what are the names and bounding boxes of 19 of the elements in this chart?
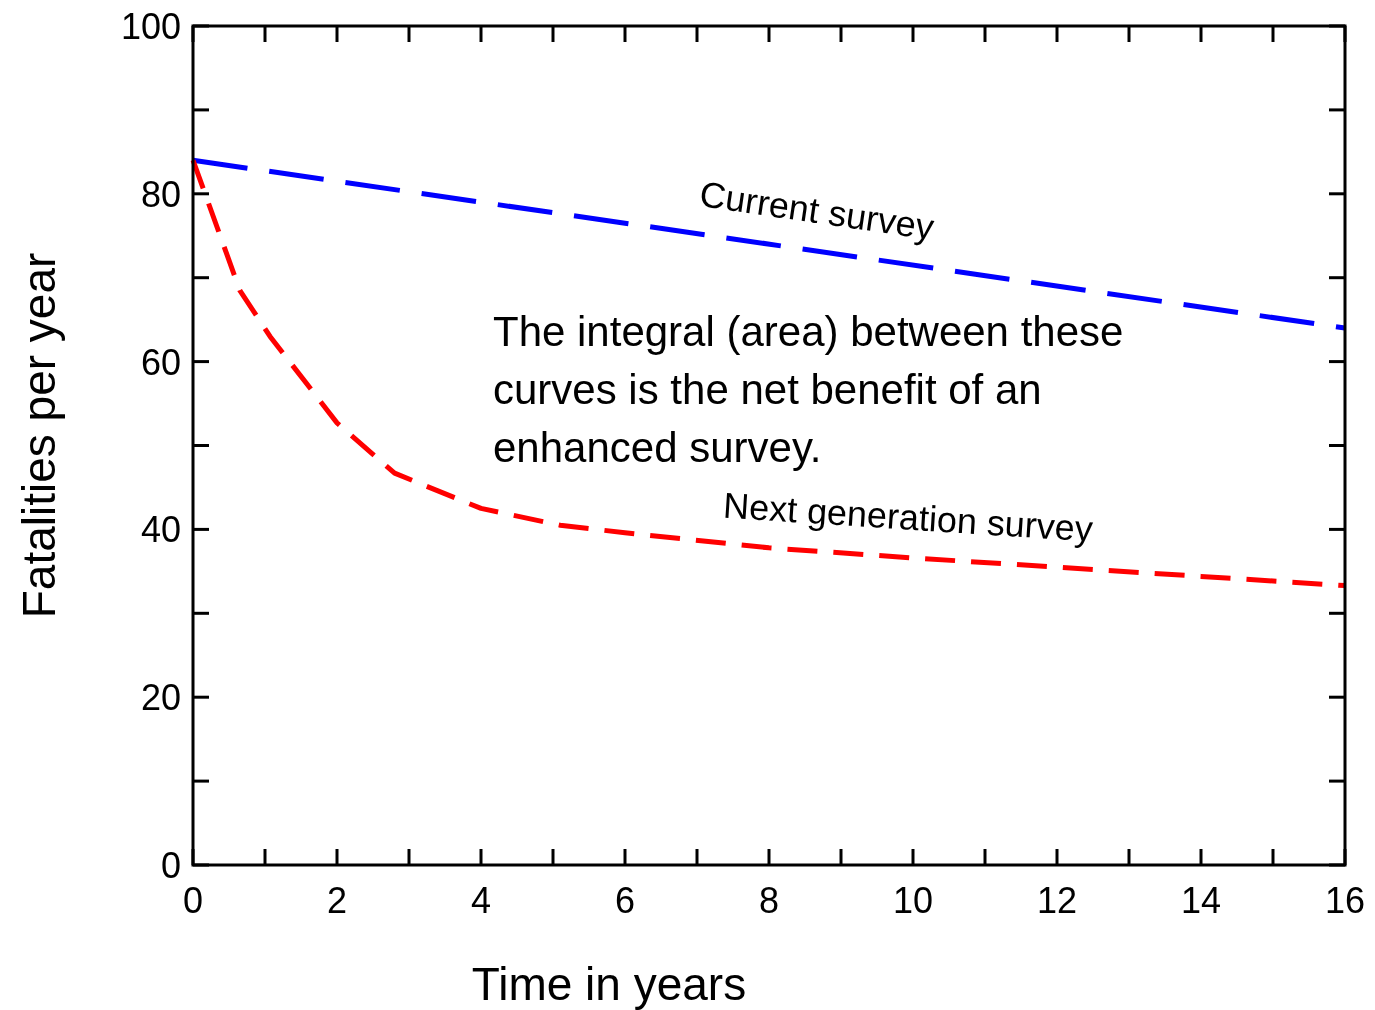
x-tick-label: 2	[326, 880, 348, 921]
series-label: Next generation survey	[722, 484, 1095, 550]
y-tick-label: 60	[140, 341, 181, 383]
text: Current survey	[697, 173, 937, 248]
x-tick-label: 8	[758, 880, 780, 921]
y-tick-label: 20	[140, 677, 181, 719]
y-tick-label: 100	[120, 6, 181, 47]
y-axis-title: Fatalities per year	[13, 252, 65, 619]
y-tick-label: 80	[140, 173, 181, 215]
x-tick-label: 10	[892, 880, 934, 921]
annotation: The integral (area) between these curves is the net benefit of an enhanced survey.	[493, 308, 1124, 471]
x-tick-label: 6	[614, 880, 636, 921]
x-axis-title: Time in years	[471, 958, 747, 1010]
y-tick-label: 0	[160, 845, 181, 886]
x-tick-label: 14	[1180, 880, 1222, 921]
y-tick-label: 40	[140, 509, 181, 551]
x-tick-label: 4	[470, 880, 492, 921]
x-tick-label: 16	[1324, 880, 1366, 921]
x-tick-label: 12	[1036, 880, 1078, 921]
